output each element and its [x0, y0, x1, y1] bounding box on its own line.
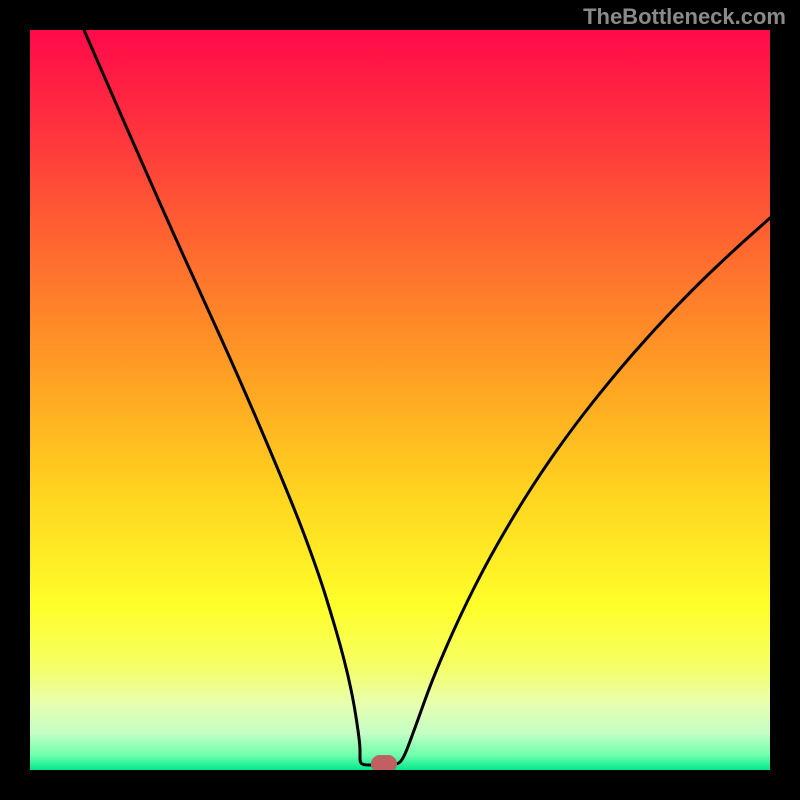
- watermark-text: TheBottleneck.com: [583, 4, 786, 30]
- curve-path: [84, 30, 770, 765]
- plot-area: [30, 30, 770, 770]
- optimum-marker: [371, 755, 397, 770]
- bottleneck-curve: [30, 30, 770, 770]
